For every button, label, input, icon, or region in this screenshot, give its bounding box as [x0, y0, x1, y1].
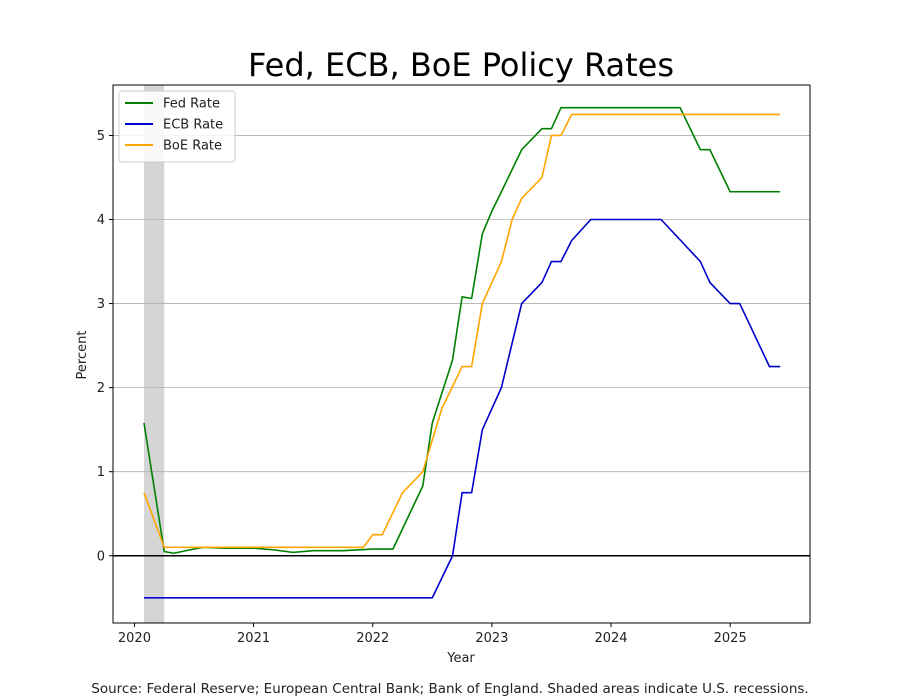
chart-title: Fed, ECB, BoE Policy Rates	[248, 46, 674, 84]
series-line-boe-rate	[143, 113, 781, 549]
axes-frame	[112, 84, 811, 624]
y-tick-label-4: 4	[97, 213, 105, 228]
series-line-ecb-rate	[143, 218, 781, 599]
x-tick-label-2023: 2023	[475, 631, 508, 646]
legend-label-ecb-rate: ECB Rate	[163, 118, 223, 133]
legend: Fed Rate ECB Rate BoE Rate	[118, 90, 236, 163]
legend-label-fed-rate: Fed Rate	[163, 97, 220, 112]
y-tick-label-1: 1	[97, 465, 105, 480]
x-tick-label-2022: 2022	[356, 631, 389, 646]
y-tick-label-2: 2	[97, 381, 105, 396]
y-tick-label-5: 5	[97, 129, 105, 144]
x-axis-label: Year	[446, 651, 475, 666]
x-tick-label-2025: 2025	[714, 631, 747, 646]
y-tick-label-3: 3	[97, 297, 105, 312]
x-tick-label-2021: 2021	[237, 631, 270, 646]
x-tick-label-2024: 2024	[594, 631, 627, 646]
recession-shading	[143, 85, 165, 623]
plot-area: 0 1 2 3 4 5 2020 2021 2022 2023 2024 2025 Fed Rate EC…	[97, 84, 811, 646]
legend-label-boe-rate: BoE Rate	[163, 139, 222, 154]
y-axis-label: Percent	[75, 331, 90, 380]
x-tick-label-2020: 2020	[118, 631, 151, 646]
series-line-fed-rate	[143, 106, 781, 555]
source-note: Source: Federal Reserve; European Centra…	[91, 681, 808, 697]
series-group	[143, 106, 781, 599]
y-tick-label-0: 0	[97, 549, 105, 564]
